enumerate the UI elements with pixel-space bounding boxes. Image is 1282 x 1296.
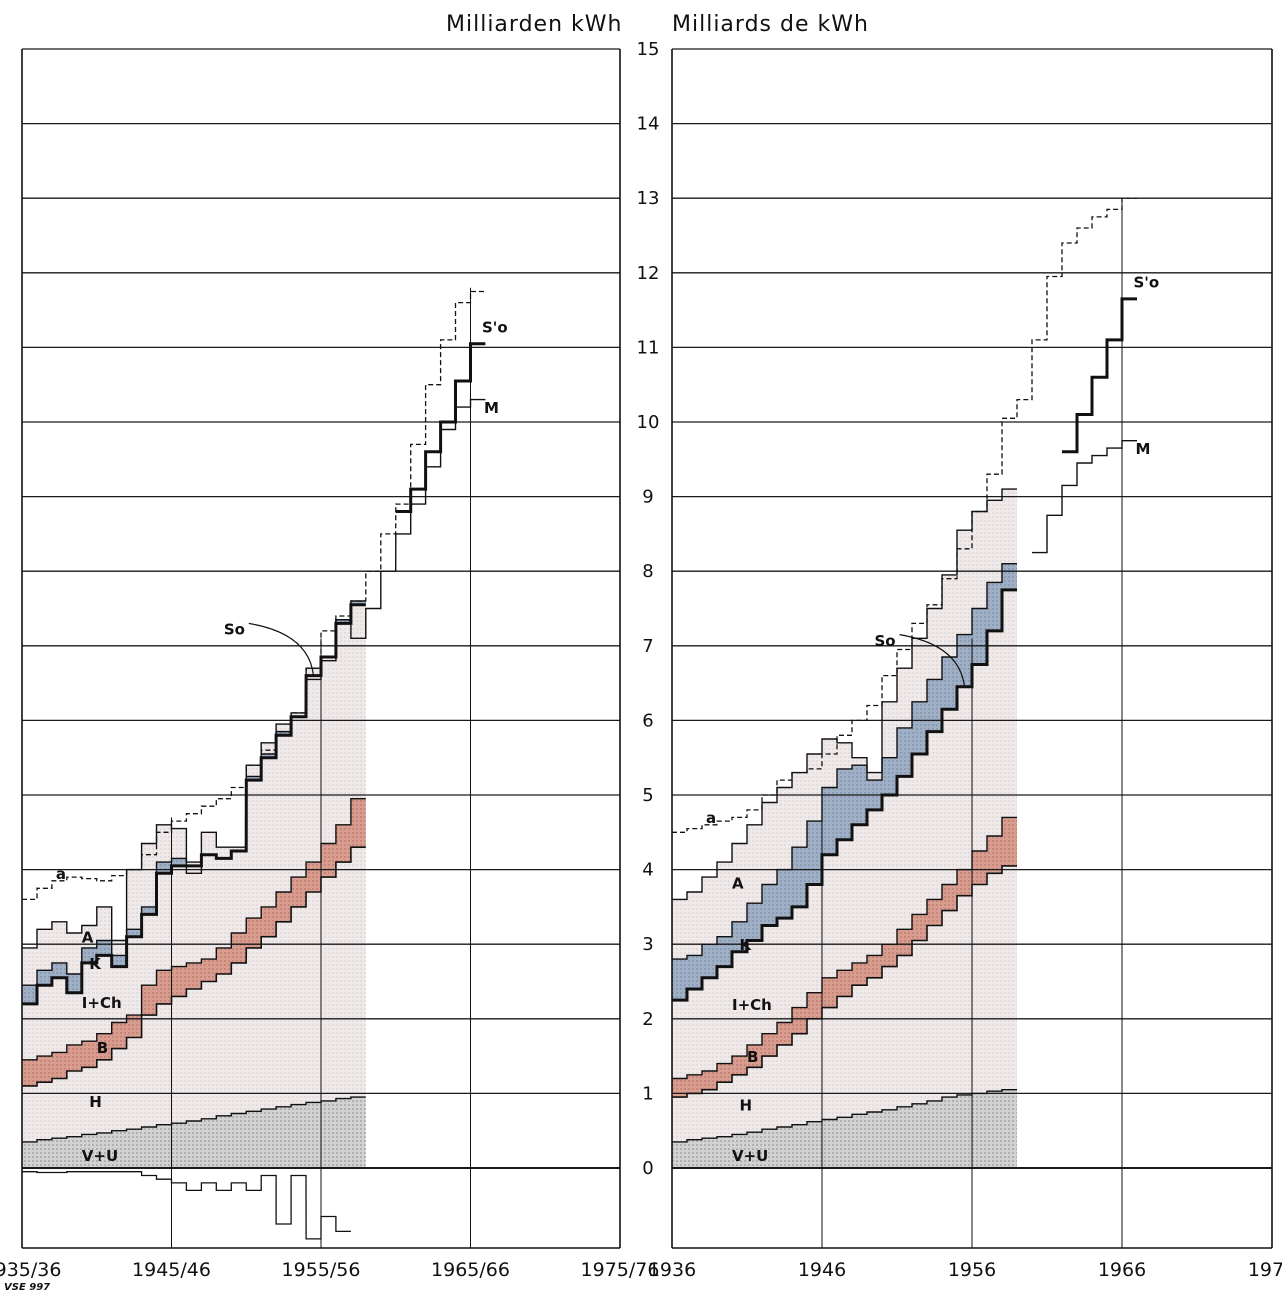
y-tick-5: 5 bbox=[642, 785, 653, 806]
right-line-K bbox=[672, 563, 1017, 960]
y-tick-1: 1 bbox=[642, 1083, 653, 1104]
y-tick-8: 8 bbox=[642, 561, 653, 582]
y-tick-4: 4 bbox=[642, 860, 653, 881]
y-tick-14: 14 bbox=[637, 114, 660, 135]
y-tick-2: 2 bbox=[642, 1009, 653, 1030]
left-label-B: B bbox=[97, 1039, 108, 1057]
unit-label-left: Milliarden kWh bbox=[446, 12, 622, 37]
y-tick-15: 15 bbox=[637, 39, 660, 60]
y-tick-12: 12 bbox=[637, 263, 660, 284]
unit-label-right: Milliards de kWh bbox=[672, 12, 869, 37]
left-label-K: K bbox=[89, 955, 102, 973]
left-x-tick-3: 1965/66 bbox=[431, 1259, 510, 1281]
left-label-So: So bbox=[224, 621, 245, 639]
source-code: VSE 997 bbox=[4, 1282, 50, 1292]
left-label-So-prime: S'o bbox=[482, 318, 508, 336]
left-x-tick-4: 1975/76 bbox=[581, 1259, 660, 1281]
y-tick-6: 6 bbox=[642, 710, 653, 731]
right-x-tick-2: 1956 bbox=[948, 1259, 996, 1281]
right-line-So bbox=[672, 588, 1017, 1002]
right-label-VU: V+U bbox=[732, 1147, 768, 1165]
y-tick-0: 0 bbox=[642, 1158, 653, 1179]
right-So-callout bbox=[899, 634, 966, 687]
right-band-K bbox=[672, 563, 1017, 1001]
right-x-tick-0: 1936 bbox=[648, 1259, 696, 1281]
left-label-M: M bbox=[484, 399, 499, 417]
left-So-callout bbox=[248, 622, 315, 676]
left-label-A: A bbox=[82, 929, 94, 947]
right-band-H bbox=[672, 865, 1017, 1142]
right-label-K: K bbox=[740, 936, 753, 954]
left-line-So bbox=[22, 603, 366, 1006]
left-band-B bbox=[22, 798, 366, 1086]
right-band-A bbox=[672, 489, 1017, 960]
left-label-H: H bbox=[89, 1093, 102, 1111]
right-label-a: a bbox=[706, 809, 716, 827]
y-tick-9: 9 bbox=[642, 487, 653, 508]
y-tick-10: 10 bbox=[637, 412, 660, 433]
left-line-a bbox=[22, 290, 486, 901]
left-x-tick-2: 1955/56 bbox=[282, 1259, 361, 1281]
right-x-tick-3: 1966 bbox=[1098, 1259, 1146, 1281]
left-label-VU: V+U bbox=[82, 1147, 118, 1165]
y-tick-3: 3 bbox=[642, 934, 653, 955]
right-line-B bbox=[672, 865, 1017, 1098]
left-line-H bbox=[22, 1096, 366, 1143]
right-line-So-prime bbox=[1062, 297, 1137, 454]
right-label-ICh: I+Ch bbox=[732, 996, 772, 1014]
left-x-tick-1: 1945/46 bbox=[132, 1259, 211, 1281]
right-band-ICh bbox=[672, 589, 1017, 1079]
y-tick-13: 13 bbox=[637, 188, 660, 209]
right-line-ICh bbox=[672, 816, 1017, 1080]
right-label-H: H bbox=[740, 1097, 753, 1115]
right-label-So-prime: S'o bbox=[1134, 274, 1160, 292]
right-band-VU bbox=[672, 1089, 1017, 1168]
left-line-ICh bbox=[22, 798, 366, 1061]
left-band-K bbox=[22, 601, 366, 1004]
left-line-B bbox=[22, 846, 366, 1087]
right-label-So: So bbox=[875, 632, 896, 650]
left-x-tick-0: 1935/36 bbox=[0, 1259, 61, 1281]
left-label-a: a bbox=[56, 865, 66, 883]
right-x-tick-1: 1946 bbox=[798, 1259, 846, 1281]
left-band-H bbox=[22, 847, 366, 1142]
right-line-M bbox=[1032, 440, 1137, 554]
left-line-M bbox=[335, 398, 486, 639]
y-tick-7: 7 bbox=[642, 636, 653, 657]
right-label-A: A bbox=[732, 875, 744, 893]
right-line-H bbox=[672, 1088, 1017, 1143]
right-x-tick-4: 1976 bbox=[1248, 1259, 1282, 1281]
left-band-ICh bbox=[22, 604, 366, 1060]
y-tick-11: 11 bbox=[637, 337, 660, 358]
left-label-ICh: I+Ch bbox=[82, 994, 122, 1012]
left-line-below-zero bbox=[22, 1171, 351, 1240]
right-line-a bbox=[672, 197, 1137, 833]
left-band-VU bbox=[22, 1097, 366, 1168]
right-label-B: B bbox=[747, 1048, 758, 1066]
right-label-M: M bbox=[1136, 440, 1151, 458]
left-band-A bbox=[22, 601, 366, 986]
right-line-A bbox=[672, 488, 1017, 901]
